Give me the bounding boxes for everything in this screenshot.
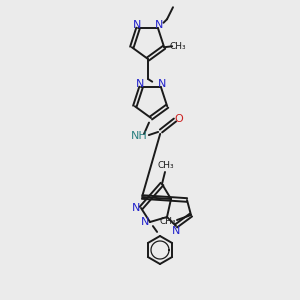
Text: O: O xyxy=(175,114,183,124)
Text: CH₃: CH₃ xyxy=(170,42,187,51)
Text: N: N xyxy=(141,217,149,227)
Text: N: N xyxy=(155,20,163,30)
Text: N: N xyxy=(136,79,144,89)
Text: N: N xyxy=(158,79,166,89)
Text: N: N xyxy=(133,20,141,30)
Text: CH₃: CH₃ xyxy=(160,217,176,226)
Text: CH₃: CH₃ xyxy=(158,161,174,170)
Text: NH: NH xyxy=(130,131,147,141)
Text: N: N xyxy=(132,203,140,213)
Text: N: N xyxy=(172,226,180,236)
